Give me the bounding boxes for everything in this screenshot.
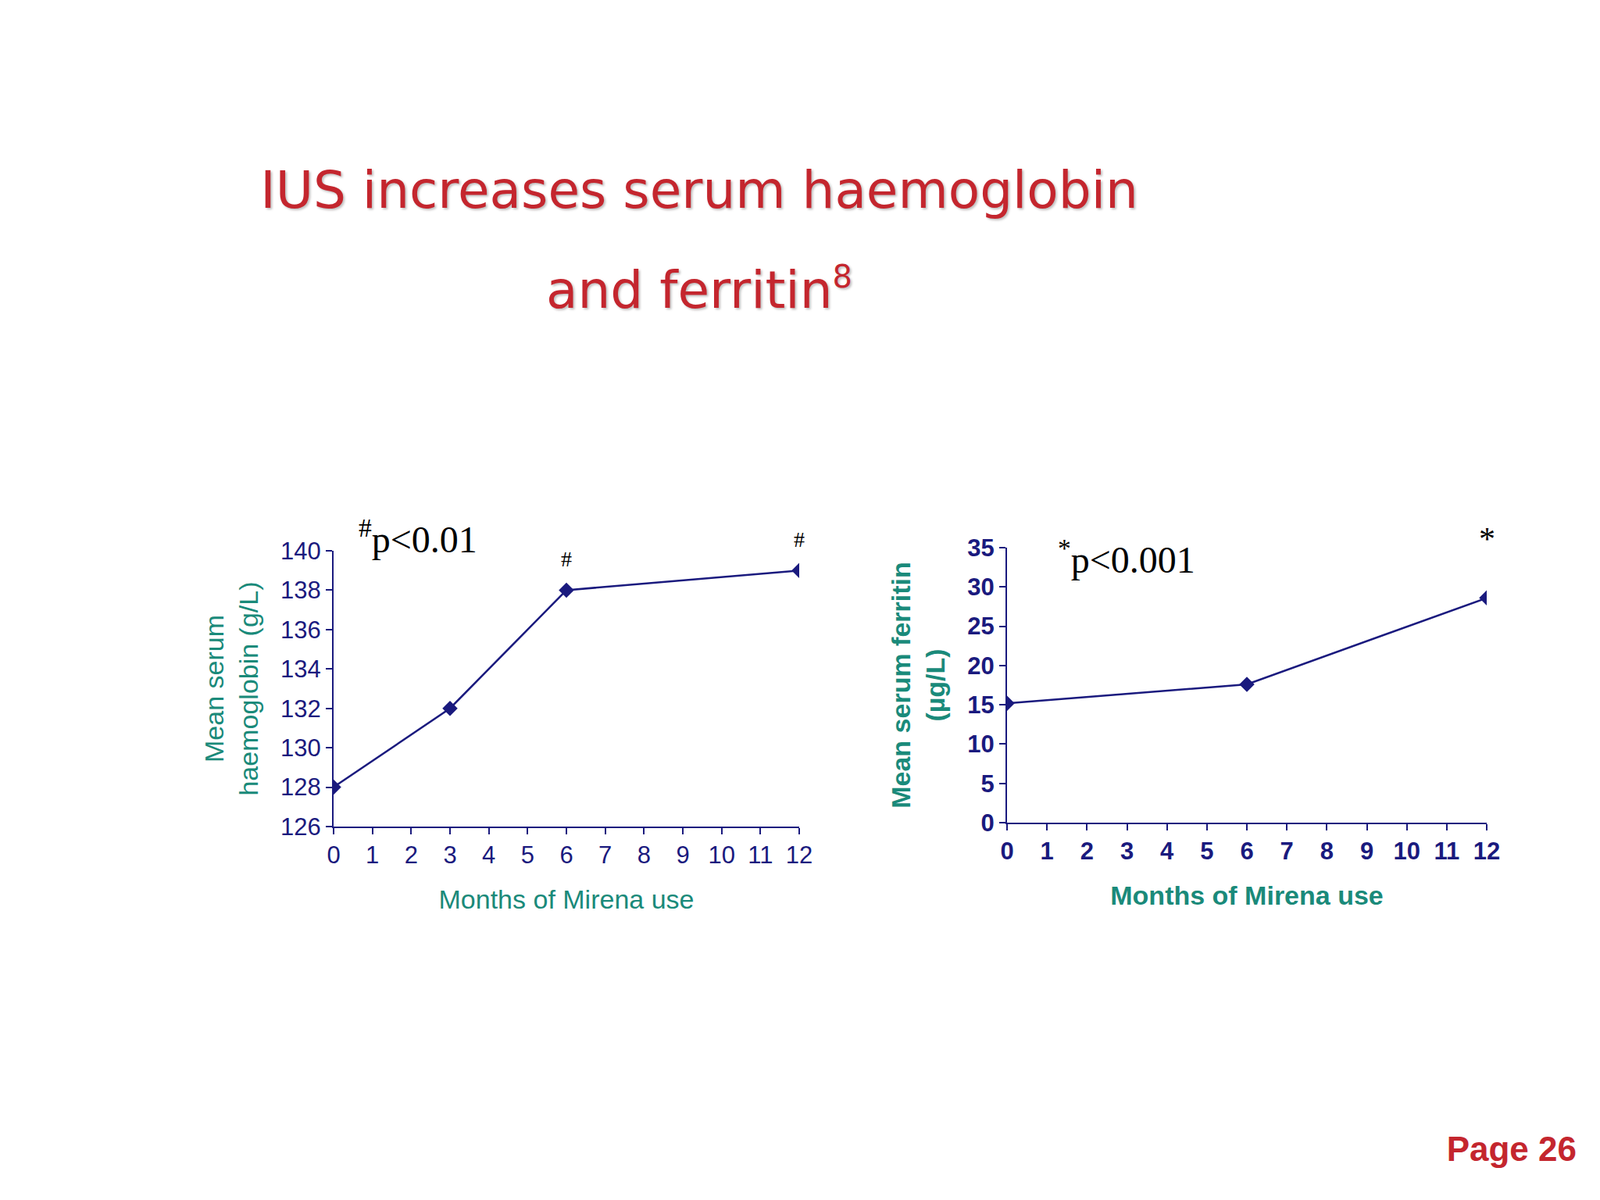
svg-text:0: 0 xyxy=(981,809,995,837)
svg-text:12: 12 xyxy=(1473,837,1500,865)
svg-text:9: 9 xyxy=(1360,837,1374,865)
svg-text:25: 25 xyxy=(967,612,994,640)
svg-text:138: 138 xyxy=(280,576,322,604)
svg-text:2: 2 xyxy=(404,841,418,869)
svg-text:#: # xyxy=(560,546,572,572)
svg-text:3: 3 xyxy=(1120,837,1134,865)
html-text:IUS increases serum haemoglobi: IUS increases serum haemoglobin xyxy=(260,160,1139,221)
svg-text:10: 10 xyxy=(707,841,735,869)
svg-text:5: 5 xyxy=(521,841,535,869)
svg-text:#: # xyxy=(793,527,805,552)
svg-text:Months of Mirena use: Months of Mirena use xyxy=(1110,880,1383,911)
svg-text:Months of Mirena use: Months of Mirena use xyxy=(439,884,695,915)
svg-text:126: 126 xyxy=(280,813,322,841)
svg-text:0: 0 xyxy=(326,841,340,869)
svg-text:6: 6 xyxy=(1239,837,1254,865)
svg-text:12: 12 xyxy=(785,841,813,869)
svg-text:140: 140 xyxy=(280,537,322,565)
svg-text:128: 128 xyxy=(280,773,322,801)
svg-text:4: 4 xyxy=(482,841,496,869)
svg-text:2: 2 xyxy=(1080,837,1094,865)
svg-text:7: 7 xyxy=(1280,837,1294,865)
svg-text:10: 10 xyxy=(1392,837,1420,865)
svg-text:132: 132 xyxy=(280,695,322,723)
svg-text:8: 8 xyxy=(637,841,651,869)
svg-text:*: * xyxy=(1478,521,1496,558)
svg-text:1: 1 xyxy=(1040,837,1054,865)
html-text:Page 26: Page 26 xyxy=(1446,1129,1577,1168)
svg-text:15: 15 xyxy=(967,691,994,719)
svg-text:​#​p<0.01: ​#​p<0.01 xyxy=(358,513,478,561)
svg-text:9: 9 xyxy=(675,841,690,869)
svg-text:11: 11 xyxy=(747,841,773,869)
svg-text:11: 11 xyxy=(1433,837,1460,865)
svg-text:5: 5 xyxy=(1200,837,1214,865)
svg-text:5: 5 xyxy=(981,770,995,798)
svg-text:20: 20 xyxy=(967,652,994,680)
svg-text:30: 30 xyxy=(967,573,994,601)
svg-text:Mean serumhaemoglobin (g/L): Mean serumhaemoglobin (g/L) xyxy=(199,581,264,796)
svg-text:3: 3 xyxy=(442,841,457,869)
html-text:and ferritin8: and ferritin8 xyxy=(546,258,853,321)
svg-text:4: 4 xyxy=(1160,837,1175,865)
svg-text:8: 8 xyxy=(1320,837,1334,865)
svg-text:0: 0 xyxy=(1000,837,1014,865)
svg-text:35: 35 xyxy=(967,534,994,562)
svg-text:Mean serum ferritin(µg/L): Mean serum ferritin(µg/L) xyxy=(885,561,950,809)
svg-text:134: 134 xyxy=(280,655,322,683)
svg-text:7: 7 xyxy=(598,841,612,869)
svg-text:130: 130 xyxy=(280,734,322,762)
svg-text:1: 1 xyxy=(365,841,379,869)
svg-text:10: 10 xyxy=(967,730,994,758)
svg-text:6: 6 xyxy=(559,841,573,869)
svg-text:​*​p<0.001: ​*​p<0.001 xyxy=(1057,533,1196,581)
svg-text:136: 136 xyxy=(280,616,322,644)
